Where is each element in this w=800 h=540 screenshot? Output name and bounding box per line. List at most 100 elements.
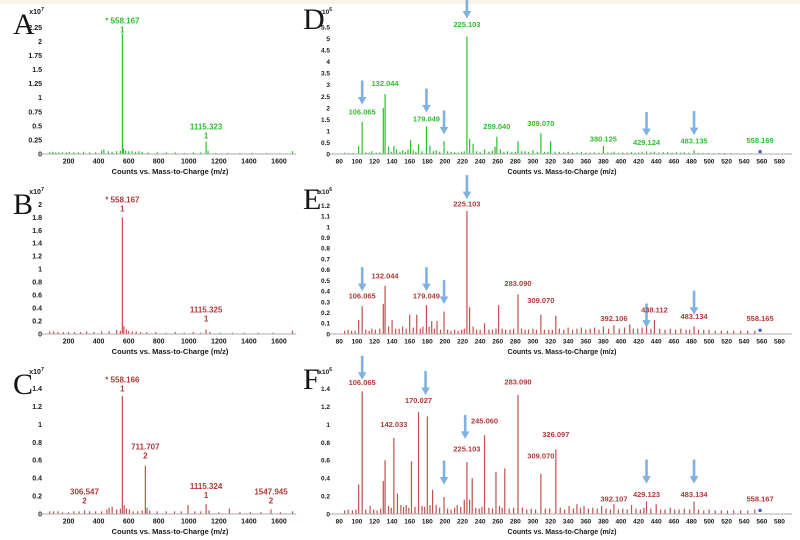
svg-text:0.2: 0.2 (32, 318, 42, 325)
svg-text:1: 1 (326, 128, 330, 135)
svg-text:225.103: 225.103 (453, 200, 480, 209)
svg-text:600: 600 (123, 339, 135, 346)
svg-text:483.134: 483.134 (680, 312, 708, 321)
svg-text:480: 480 (686, 519, 697, 526)
svg-text:180: 180 (422, 519, 433, 526)
svg-text:100: 100 (351, 159, 362, 166)
panel-C-label: C (13, 368, 34, 401)
panel-F: F x106 0 0.2 0.4 0.6 0.8 1 1.2 1.4 80 100 120 140 160… (300, 355, 800, 540)
svg-text:225.103: 225.103 (453, 20, 480, 29)
svg-text:1115.324: 1115.324 (190, 482, 223, 491)
svg-text:0: 0 (326, 511, 330, 518)
svg-text:2.5: 2.5 (321, 94, 330, 101)
svg-text:1.5: 1.5 (32, 67, 42, 74)
svg-text:Counts vs. Mass-to-Charge (m/z: Counts vs. Mass-to-Charge (m/z) (112, 527, 229, 536)
svg-text:179.049: 179.049 (413, 292, 440, 301)
svg-text:300: 300 (528, 339, 539, 346)
svg-text:280: 280 (510, 159, 521, 166)
svg-text:180: 180 (422, 159, 433, 166)
svg-text:106.065: 106.065 (349, 292, 376, 301)
svg-text:0: 0 (326, 151, 330, 158)
svg-text:420: 420 (633, 159, 644, 166)
svg-text:* 558.167: * 558.167 (105, 196, 140, 205)
svg-text:1: 1 (120, 384, 125, 393)
svg-text:300: 300 (528, 519, 539, 526)
svg-text:1.5: 1.5 (321, 117, 330, 124)
svg-text:1: 1 (38, 95, 42, 102)
svg-text:* 558.166: * 558.166 (105, 375, 140, 384)
svg-text:558.167: 558.167 (747, 494, 774, 503)
svg-text:429.124: 429.124 (633, 138, 661, 147)
svg-text:142.033: 142.033 (380, 420, 407, 429)
svg-text:1000: 1000 (181, 519, 197, 526)
panel-D-chart: x106 0 0.5 1 1.5 2 2.5 3 3.5 4 4.5 5 5.5 80 100 120 140 1… (318, 0, 792, 176)
svg-text:520: 520 (721, 519, 732, 526)
svg-text:Counts vs. Mass-to-Charge (m/z: Counts vs. Mass-to-Charge (m/z) (112, 167, 229, 176)
svg-text:160: 160 (404, 339, 415, 346)
svg-text:245.060: 245.060 (471, 417, 498, 426)
svg-text:1.4: 1.4 (32, 241, 42, 248)
svg-text:140: 140 (387, 519, 398, 526)
svg-text:340: 340 (563, 519, 574, 526)
panel-A-label: A (13, 8, 35, 41)
svg-text:0.75: 0.75 (28, 109, 42, 116)
svg-text:2: 2 (143, 452, 148, 461)
svg-text:540: 540 (739, 159, 750, 166)
svg-text:1600: 1600 (271, 159, 287, 166)
svg-text:0.5: 0.5 (321, 278, 330, 285)
svg-text:240: 240 (475, 339, 486, 346)
svg-text:179.049: 179.049 (413, 114, 440, 123)
svg-text:180: 180 (422, 339, 433, 346)
svg-text:80: 80 (336, 519, 344, 526)
svg-text:558.165: 558.165 (747, 314, 774, 323)
svg-text:309.070: 309.070 (527, 452, 554, 461)
svg-text:1: 1 (38, 422, 42, 429)
panel-F-chart: x106 0 0.2 0.4 0.6 0.8 1 1.2 1.4 80 100 120 140 160 18… (318, 355, 792, 536)
svg-text:560: 560 (756, 519, 767, 526)
svg-text:1400: 1400 (241, 339, 257, 346)
svg-text:132.044: 132.044 (371, 79, 399, 88)
svg-text:0.4: 0.4 (321, 289, 330, 296)
svg-text:1115.323: 1115.323 (190, 122, 223, 131)
svg-text:80: 80 (336, 159, 344, 166)
svg-text:1600: 1600 (271, 339, 287, 346)
svg-text:260: 260 (492, 519, 503, 526)
svg-text:106.065: 106.065 (349, 107, 376, 116)
svg-text:260: 260 (492, 159, 503, 166)
svg-text:0.7: 0.7 (321, 256, 330, 263)
svg-text:460: 460 (668, 339, 679, 346)
svg-text:170.027: 170.027 (405, 396, 432, 405)
svg-text:540: 540 (739, 339, 750, 346)
svg-text:480: 480 (686, 159, 697, 166)
svg-text:0.2: 0.2 (321, 494, 330, 501)
svg-text:x106: x106 (318, 367, 332, 376)
svg-text:1000: 1000 (181, 159, 197, 166)
svg-text:360: 360 (580, 159, 591, 166)
svg-text:340: 340 (563, 339, 574, 346)
svg-text:800: 800 (153, 519, 165, 526)
svg-text:0.5: 0.5 (321, 140, 330, 147)
svg-text:200: 200 (63, 159, 75, 166)
svg-text:520: 520 (721, 159, 732, 166)
svg-text:0.8: 0.8 (321, 440, 330, 447)
svg-text:1: 1 (204, 491, 209, 500)
svg-text:* 558.167: * 558.167 (105, 17, 140, 26)
svg-text:Counts vs. Mass-to-Charge (m/z: Counts vs. Mass-to-Charge (m/z) (112, 347, 229, 356)
svg-text:0.1: 0.1 (321, 321, 330, 328)
svg-text:x107: x107 (29, 367, 44, 376)
svg-text:1.8: 1.8 (32, 215, 42, 222)
svg-text:4.5: 4.5 (321, 48, 330, 55)
panel-E: E x106 0 0.1 0.2 0.3 0.4 0.5 0.6 0.7 0.8 0.9 1 1.1 1.… (300, 175, 800, 362)
svg-text:5.5: 5.5 (321, 25, 330, 32)
svg-text:2: 2 (38, 202, 42, 209)
svg-text:429.123: 429.123 (633, 490, 660, 499)
svg-text:460: 460 (668, 519, 679, 526)
panel-C: C x107 0 0.2 0.4 0.6 0.8 1 1.2 1.4 200 400 600 800 10… (0, 362, 300, 540)
svg-text:1.75: 1.75 (28, 53, 42, 60)
svg-text:1: 1 (326, 224, 330, 231)
svg-text:0.4: 0.4 (32, 476, 42, 483)
svg-text:120: 120 (369, 519, 380, 526)
svg-text:400: 400 (616, 519, 627, 526)
svg-text:320: 320 (545, 339, 556, 346)
